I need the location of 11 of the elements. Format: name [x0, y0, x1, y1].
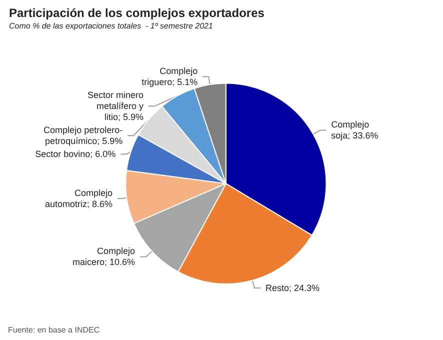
slice-label: Complejo triguero; 5.1%: [142, 66, 198, 88]
slice-label: Resto; 24.3%: [266, 283, 320, 294]
slice-label: Complejo maicero; 10.6%: [72, 246, 136, 268]
slice-label: Complejo automotriz; 8.6%: [44, 188, 113, 210]
chart-subtitle: Como % de las exportaciones totales - 1º semestre 2021: [9, 22, 213, 30]
slice-label: Complejo soja; 33.6%: [331, 120, 378, 141]
slice-label: Sector bovino; 6.0%: [35, 149, 116, 160]
slice-label: Complejo petrolero-petroquímico; 5.9%: [44, 125, 123, 146]
source-note: Fuente: en base a INDEC: [8, 326, 100, 334]
slice-label: Sector minero metalífero y litio; 5.9%: [87, 90, 144, 122]
chart-title: Participación de los complejos exportadores: [9, 6, 265, 20]
